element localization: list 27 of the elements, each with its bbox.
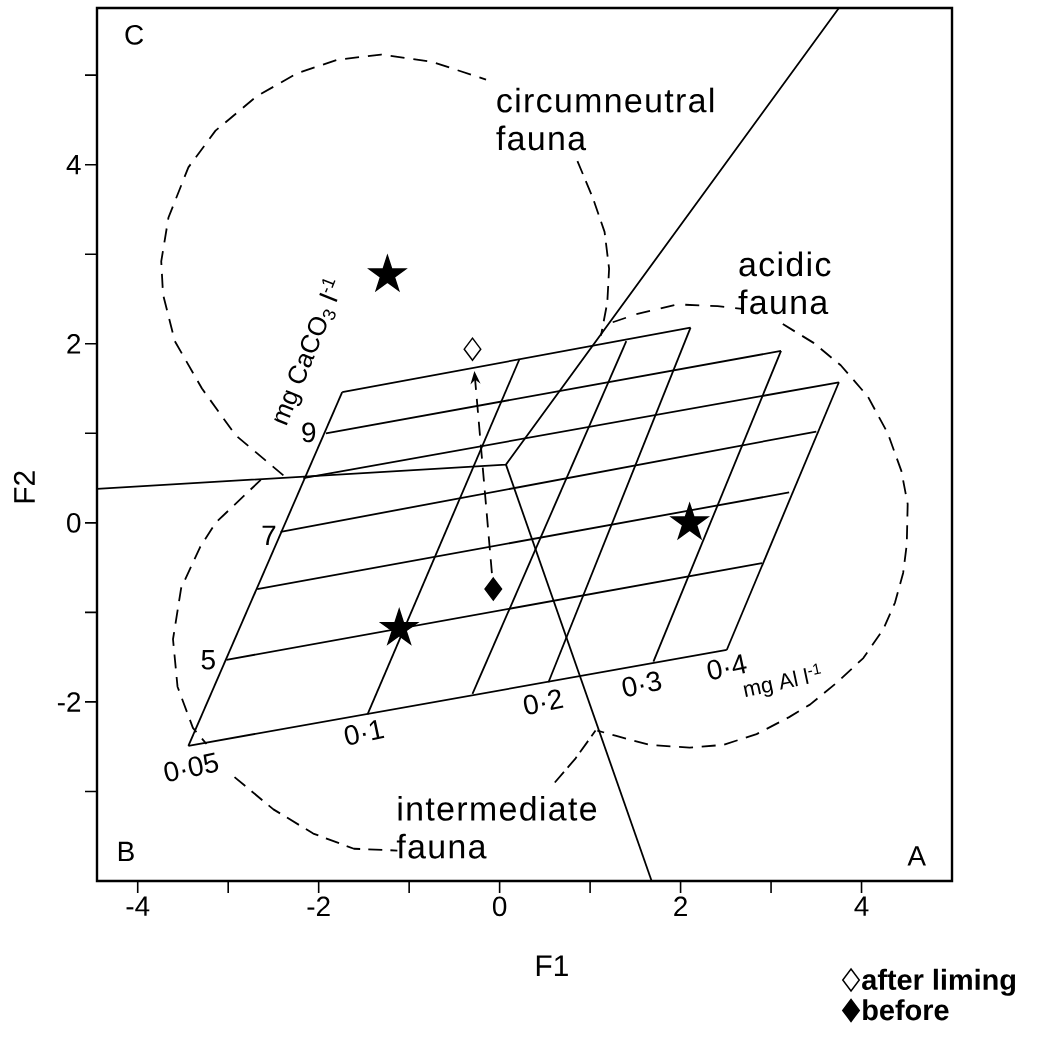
legend-label: after liming (862, 968, 1016, 996)
annotation: A (907, 846, 926, 866)
annotation: 0·4 (707, 654, 747, 680)
y-tick-label: 0 (67, 512, 81, 533)
annotation: circumneutral fauna (496, 87, 714, 151)
y-tick-label: 4 (66, 155, 81, 175)
annotation: 0·2 (523, 689, 564, 715)
annotation: 5 (201, 650, 215, 670)
y-tick-label: -2 (57, 692, 81, 712)
x-tick-label: 4 (854, 896, 869, 916)
y-axis-title: F2 (13, 471, 35, 503)
annotation: 9 (302, 422, 316, 443)
x-tick-label: 0 (492, 896, 507, 917)
y-tick-label: 2 (67, 334, 81, 354)
x-axis-title: F1 (536, 955, 568, 976)
annotation: 7 (262, 525, 276, 545)
annotation: 0·1 (344, 720, 385, 745)
x-tick-label: -4 (126, 896, 150, 916)
annotation: 0·3 (622, 671, 662, 697)
annotation: C (125, 24, 144, 45)
annotation: B (118, 841, 134, 862)
legend-label: before (863, 999, 949, 1021)
x-tick-label: -2 (307, 896, 330, 916)
annotation: acidic fauna (738, 251, 831, 315)
annotation: 0·05 (164, 752, 219, 782)
annotation: intermediate fauna (396, 795, 597, 859)
x-tick-label: 2 (674, 896, 687, 916)
